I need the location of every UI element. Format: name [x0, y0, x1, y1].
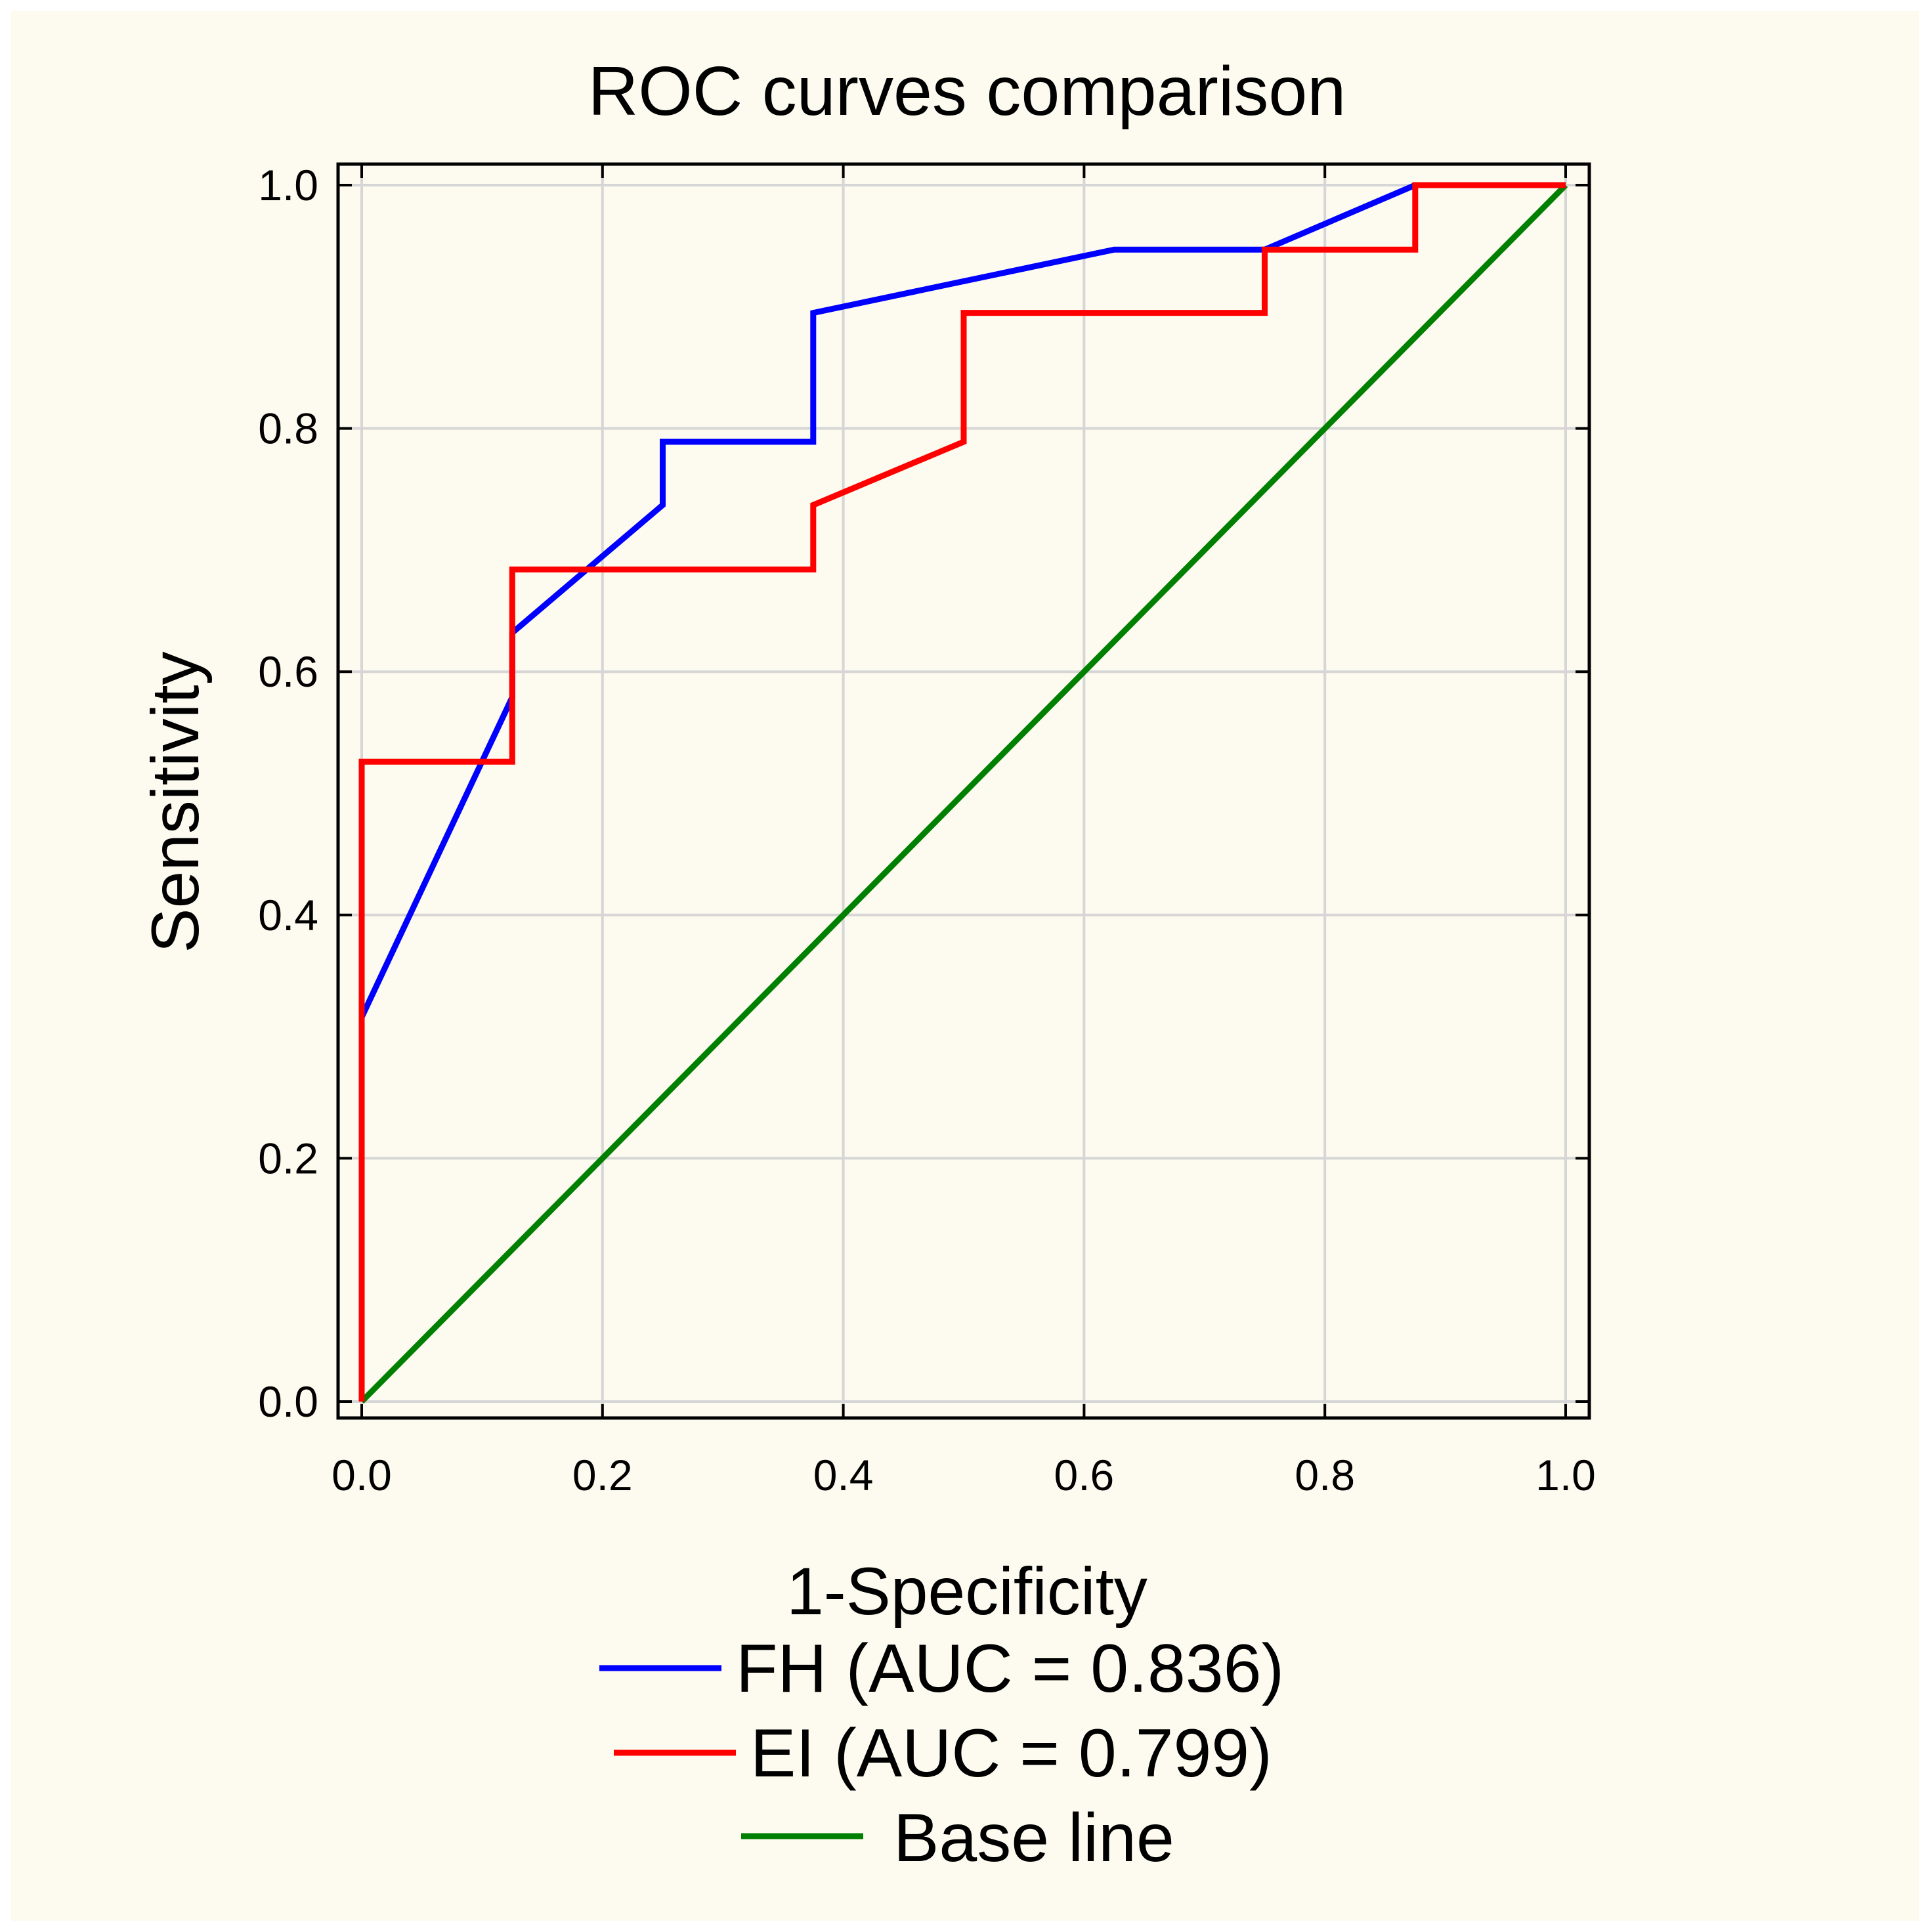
chart-title: ROC curves comparison [588, 53, 1346, 130]
y-tick-label: 0.2 [258, 1134, 318, 1182]
x-tick-label: 0.2 [572, 1451, 633, 1499]
grid [338, 164, 1589, 1418]
y-axis-label: Sensitivity [138, 651, 213, 953]
x-tick-label: 0.8 [1295, 1451, 1355, 1499]
plot-frame [336, 162, 1591, 1420]
x-tick-label: 0.0 [332, 1451, 392, 1499]
chart-frame: ROC curves comparison 0.0 0.2 0.4 0.6 0.… [11, 11, 1919, 1921]
ticks [338, 164, 1589, 1418]
x-axis-label: 1-Specificity [786, 1554, 1147, 1629]
legend-label-fh: FH (AUC = 0.836) [736, 1631, 1284, 1707]
legend-label-baseline: Base line [893, 1800, 1174, 1876]
x-tick-labels: 0.0 0.2 0.4 0.6 0.8 1.0 [332, 1451, 1596, 1499]
roc-chart: ROC curves comparison 0.0 0.2 0.4 0.6 0.… [138, 53, 1596, 1876]
x-tick-label: 0.4 [813, 1451, 874, 1499]
y-tick-label: 0.4 [258, 891, 318, 939]
series-line-fh [358, 182, 1566, 1402]
y-tick-label: 0.8 [258, 404, 318, 453]
y-tick-labels: 0.0 0.2 0.4 0.6 0.8 1.0 [258, 161, 318, 1426]
y-tick-label: 0.6 [258, 647, 318, 696]
series-line-baseline [359, 182, 1568, 1404]
legend: FH (AUC = 0.836) EI (AUC = 0.799) Base l… [599, 1631, 1284, 1876]
legend-label-ei: EI (AUC = 0.799) [750, 1715, 1272, 1792]
x-tick-label: 0.6 [1054, 1451, 1115, 1499]
series-line-ei [358, 182, 1566, 1402]
y-tick-label: 1.0 [258, 161, 318, 209]
x-tick-label: 1.0 [1535, 1451, 1596, 1499]
series-layer [358, 182, 1568, 1404]
y-tick-label: 0.0 [258, 1377, 318, 1426]
